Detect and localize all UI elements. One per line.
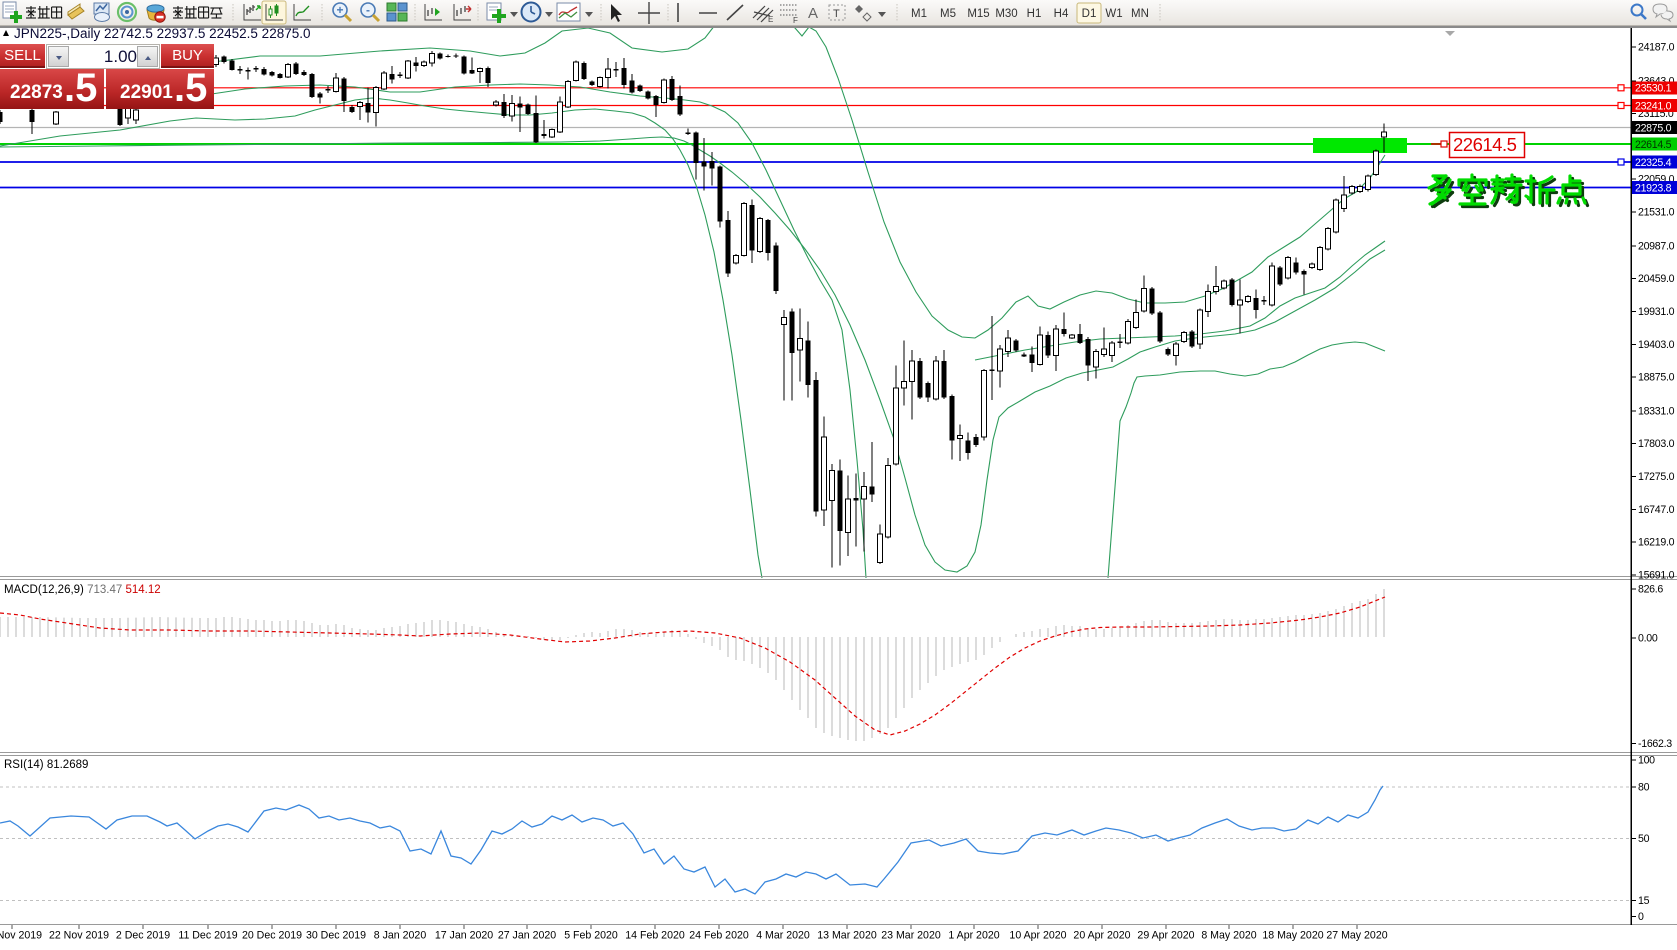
svg-text:+: + <box>336 3 343 17</box>
svg-text:8 May 2020: 8 May 2020 <box>1201 930 1256 942</box>
svg-text:4 Mar 2020: 4 Mar 2020 <box>756 930 810 942</box>
svg-text:17275.0: 17275.0 <box>1638 471 1675 483</box>
svg-text:22325.4: 22325.4 <box>1635 157 1672 169</box>
svg-text:10 Apr 2020: 10 Apr 2020 <box>1009 930 1066 942</box>
svg-text:W1: W1 <box>1105 8 1122 20</box>
svg-text:22614.5: 22614.5 <box>1453 134 1517 155</box>
svg-text:18 May 2020: 18 May 2020 <box>1262 930 1323 942</box>
svg-text:22 Nov 2019: 22 Nov 2019 <box>49 930 109 942</box>
svg-text:80: 80 <box>1638 782 1650 794</box>
svg-text:H1: H1 <box>1027 8 1042 20</box>
svg-text:16219.0: 16219.0 <box>1638 537 1675 549</box>
svg-text:22614.5: 22614.5 <box>1635 139 1672 151</box>
svg-text:20 Dec 2019: 20 Dec 2019 <box>242 930 302 942</box>
svg-text:50: 50 <box>1638 833 1650 845</box>
svg-text:A: A <box>808 5 818 22</box>
svg-text:T: T <box>833 8 840 20</box>
svg-text:D1: D1 <box>1082 8 1097 20</box>
svg-text:22875.0: 22875.0 <box>1635 122 1672 134</box>
svg-text:MN: MN <box>1131 8 1149 20</box>
svg-text:27 Jan 2020: 27 Jan 2020 <box>498 930 556 942</box>
svg-text:13 Mar 2020: 13 Mar 2020 <box>817 930 877 942</box>
svg-text:15: 15 <box>1638 895 1650 907</box>
svg-text:27 May 2020: 27 May 2020 <box>1326 930 1387 942</box>
svg-text:100: 100 <box>1638 755 1655 767</box>
svg-text:15691.0: 15691.0 <box>1638 570 1675 582</box>
svg-text:21923.8: 21923.8 <box>1635 182 1672 194</box>
svg-text:18875.0: 18875.0 <box>1638 372 1675 384</box>
svg-text:5 Feb 2020: 5 Feb 2020 <box>564 930 618 942</box>
svg-text:E: E <box>768 15 773 24</box>
svg-text:20 Apr 2020: 20 Apr 2020 <box>1073 930 1130 942</box>
svg-text:24 Feb 2020: 24 Feb 2020 <box>689 930 749 942</box>
svg-text:17 Jan 2020: 17 Jan 2020 <box>435 930 493 942</box>
svg-text:1 Apr 2020: 1 Apr 2020 <box>948 930 999 942</box>
svg-text:M5: M5 <box>940 8 956 20</box>
svg-text:23 Mar 2020: 23 Mar 2020 <box>881 930 941 942</box>
svg-text:JPN225-,Daily 22742.5 22937.5: JPN225-,Daily 22742.5 22937.5 22452.5 22… <box>14 26 310 41</box>
svg-text:-: - <box>366 3 370 17</box>
svg-text:8 Jan 2020: 8 Jan 2020 <box>374 930 427 942</box>
svg-text:30 Dec 2019: 30 Dec 2019 <box>306 930 366 942</box>
svg-text:RSI(14) 81.2689: RSI(14) 81.2689 <box>4 759 88 771</box>
svg-text:18331.0: 18331.0 <box>1638 405 1675 417</box>
svg-text:0: 0 <box>1638 911 1644 923</box>
svg-text:20459.0: 20459.0 <box>1638 273 1675 285</box>
svg-text:11 Dec 2019: 11 Dec 2019 <box>178 930 237 942</box>
svg-text:826.6: 826.6 <box>1638 584 1663 596</box>
svg-text:M1: M1 <box>911 8 927 20</box>
svg-text:H4: H4 <box>1054 8 1069 20</box>
svg-text:19931.0: 19931.0 <box>1638 306 1675 318</box>
svg-text:13 Nov 2019: 13 Nov 2019 <box>0 930 42 942</box>
svg-text:M30: M30 <box>995 8 1017 20</box>
svg-text:-1662.3: -1662.3 <box>1638 738 1672 750</box>
svg-text:0.00: 0.00 <box>1638 633 1658 645</box>
svg-text:20987.0: 20987.0 <box>1638 240 1675 252</box>
svg-text:23241.0: 23241.0 <box>1635 100 1672 112</box>
svg-text:29 Apr 2020: 29 Apr 2020 <box>1137 930 1194 942</box>
svg-text:24187.0: 24187.0 <box>1638 42 1675 54</box>
svg-text:23530.1: 23530.1 <box>1635 83 1672 95</box>
svg-text:17803.0: 17803.0 <box>1638 438 1675 450</box>
svg-text:MACD(12,26,9) 713.47 514.12: MACD(12,26,9) 713.47 514.12 <box>4 584 161 596</box>
svg-text:M15: M15 <box>967 8 989 20</box>
svg-text:14 Feb 2020: 14 Feb 2020 <box>625 930 685 942</box>
svg-text:19403.0: 19403.0 <box>1638 339 1675 351</box>
svg-text:16747.0: 16747.0 <box>1638 504 1675 516</box>
svg-text:2 Dec 2019: 2 Dec 2019 <box>116 930 170 942</box>
svg-text:F: F <box>793 16 798 25</box>
svg-text:21531.0: 21531.0 <box>1638 207 1675 219</box>
